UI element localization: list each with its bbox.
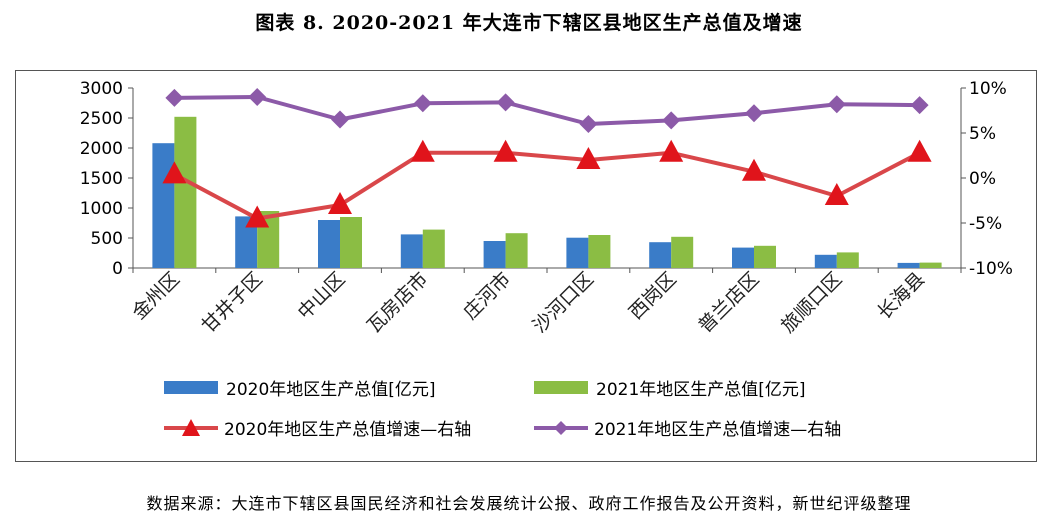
x-axis-category-label: 西岗区	[625, 268, 681, 324]
left-axis-tick-label: 0	[112, 259, 123, 279]
marker-2020-growth	[824, 183, 849, 205]
bar-2021	[422, 229, 445, 268]
bar-2020	[152, 143, 175, 268]
marker-2021-growth	[165, 88, 184, 107]
bar-2021	[754, 245, 776, 268]
marker-2021-growth	[662, 111, 681, 130]
legend-item-bar2021: 2021年地区生产总值[亿元]	[534, 375, 806, 400]
bar-2021	[505, 233, 528, 268]
line-2021-growth	[174, 95, 920, 126]
bar-2020	[483, 241, 506, 268]
x-axis-category-label: 普兰店区	[694, 268, 763, 337]
bar-2021	[836, 252, 859, 268]
legend-label-line2021: 2021年地区生产总值增速—右轴	[594, 420, 842, 440]
right-axis-tick-label: 0%	[969, 169, 996, 189]
x-axis-category-label: 甘井子区	[197, 268, 266, 337]
right-axis-tick-label: -10%	[969, 259, 1013, 279]
bar-2020	[235, 216, 258, 268]
right-axis-tick-label: 10%	[969, 79, 1007, 99]
marker-2021-growth	[248, 88, 267, 106]
bar-2020	[318, 220, 340, 268]
marker-2021-growth	[331, 110, 349, 129]
bar-2020	[400, 234, 423, 268]
legend-item-line2021: 2021年地区生产总值增速—右轴	[534, 415, 841, 440]
x-axis-category-label: 长海县	[873, 268, 929, 324]
marker-2020-growth	[328, 192, 352, 214]
source-note: 数据来源：大连市下辖区县国民经济和社会发展统计公报、政府工作报告及公开资料，新世…	[146, 494, 912, 513]
bar-2021	[671, 236, 694, 268]
bar-2021	[340, 217, 362, 268]
marker-2021-growth	[496, 93, 515, 112]
left-axis-tick-label: 1000	[80, 199, 123, 219]
left-axis-tick-label: 3000	[80, 79, 123, 99]
marker-2021-growth	[745, 104, 763, 123]
legend-swatch-bar2021	[534, 381, 588, 394]
bar-2020	[814, 254, 837, 268]
bar-2020	[897, 262, 920, 268]
x-axis-category-label: 旅顺口区	[777, 268, 846, 337]
chart-frame: 0 500 1000 1500 2000 2500 3000 -10% -5% 0% 5% 10% 金州…	[15, 70, 1037, 462]
left-axis-tick-label: 1500	[80, 169, 123, 189]
bar-2020	[566, 237, 589, 268]
legend-swatch-line2021	[534, 420, 588, 435]
marker-2021-growth	[413, 94, 432, 113]
marker-2020-growth	[742, 158, 766, 181]
line-2020-growth	[173, 150, 921, 221]
legend-label-bar2020: 2020年地区生产总值[亿元]	[226, 380, 436, 400]
x-axis-category-label: 金州区	[128, 268, 184, 324]
marker-2021-growth	[579, 115, 598, 133]
marker-2020-growth	[659, 139, 684, 162]
combo-chart: 0 500 1000 1500 2000 2500 3000 -10% -5% 0% 5% 10% 金州…	[80, 79, 1013, 337]
marker-2021-growth	[910, 96, 929, 115]
marker-2020-growth	[493, 139, 518, 162]
bar-2020	[732, 247, 754, 268]
left-axis-tick-label: 500	[91, 229, 123, 249]
left-axis-tick-label: 2500	[80, 109, 123, 129]
legend-swatch-line2020	[164, 418, 218, 436]
right-axis-tick-label: 5%	[969, 124, 996, 144]
legend-item-line2020: 2020年地区生产总值增速—右轴	[164, 415, 471, 440]
marker-2020-growth	[410, 139, 435, 162]
legend-item-bar2020: 2020年地区生产总值[亿元]	[164, 375, 436, 400]
bar-2021	[919, 262, 942, 268]
x-axis-category-label: 中山区	[294, 268, 350, 324]
right-axis-tick-label: -5%	[969, 214, 1002, 234]
x-axis-category-label: 沙河口区	[529, 268, 598, 337]
bar-2020	[649, 242, 672, 268]
legend-swatch-bar2020	[164, 381, 218, 394]
left-axis-tick-label: 2000	[80, 139, 123, 159]
x-axis-category-label: 庄河市	[459, 268, 515, 324]
legend-label-bar2021: 2021年地区生产总值[亿元]	[596, 380, 806, 400]
marker-2021-growth	[827, 95, 846, 114]
bar-2021	[174, 116, 197, 268]
marker-2020-growth	[907, 139, 932, 162]
bar-2021	[588, 235, 611, 268]
figure-title: 图表 8. 2020-2021 年大连市下辖区县地区生产总值及增速	[255, 12, 803, 34]
marker-2020-growth	[245, 205, 270, 228]
legend-label-line2020: 2020年地区生产总值增速—右轴	[224, 420, 472, 440]
x-axis-category-label: 瓦房店市	[363, 268, 432, 337]
marker-2020-growth	[576, 147, 601, 169]
marker-2020-growth	[162, 161, 187, 184]
